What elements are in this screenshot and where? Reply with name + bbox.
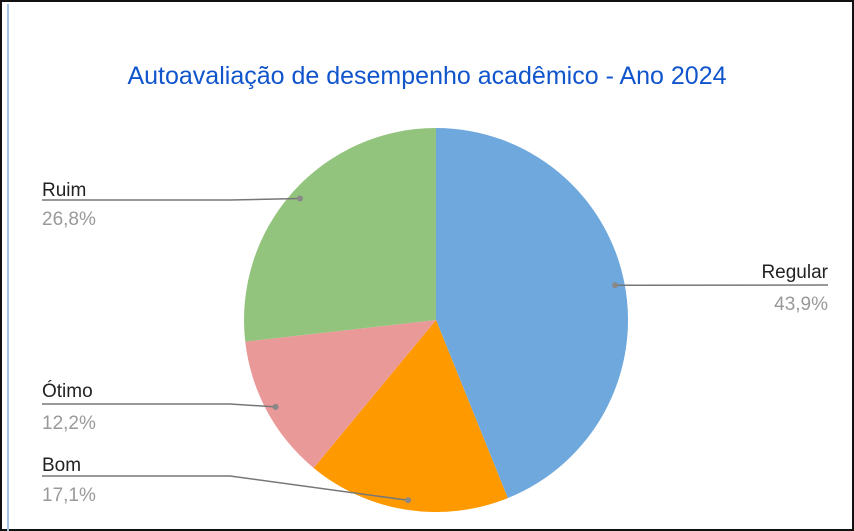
leader-line [42,475,409,501]
pie-slice [313,320,508,512]
pie [244,128,628,512]
slice-value-label: 26,8% [42,209,96,230]
slice-value-label: 12,2% [42,413,96,434]
slice-label: Ótimo [42,380,93,402]
labels: Regular 43,9% Bom 17,1% Ótimo 12,2% Ruim 26,8% [42,180,829,506]
slice-label: Regular [761,262,828,283]
slice-value-label: 17,1% [42,485,96,506]
pie-slice [244,128,436,342]
chart-title: Autoavaliação de desempenho acadêmico - … [127,62,726,90]
leader-dot [272,403,279,410]
slice-value-label: 43,9% [774,294,828,315]
leader-dot [405,497,412,504]
leader-line [42,197,300,201]
pie-slice [436,128,628,499]
leader-dot [296,195,303,202]
leader-line [42,403,276,408]
slice-label: Bom [42,455,81,476]
leader-dot [612,282,619,289]
slice-label: Ruim [42,180,86,201]
pie-slice [245,320,436,468]
